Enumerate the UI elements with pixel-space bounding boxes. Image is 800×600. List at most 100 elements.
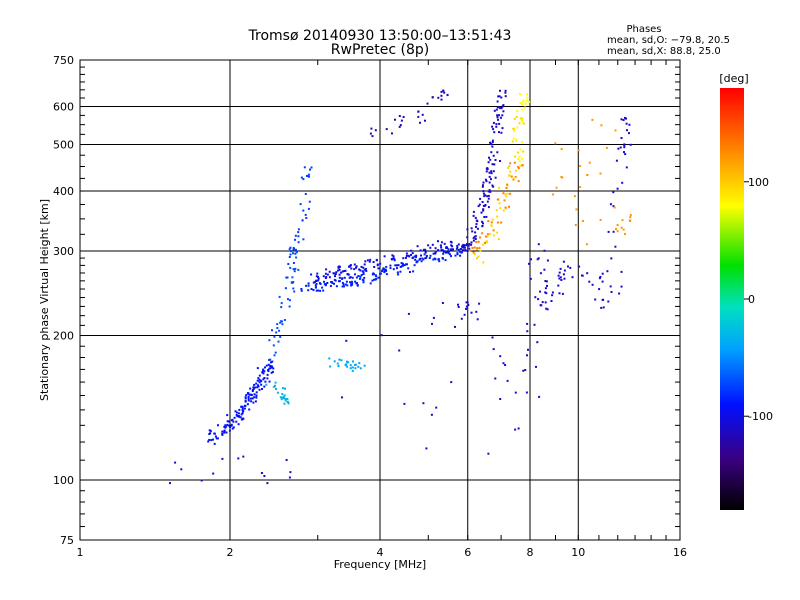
data-point xyxy=(269,365,272,367)
data-point xyxy=(344,364,347,367)
data-point xyxy=(613,206,616,209)
data-point xyxy=(486,235,489,238)
data-point xyxy=(341,285,344,288)
data-point xyxy=(441,302,444,304)
data-point xyxy=(431,243,434,246)
data-point xyxy=(497,118,499,121)
data-point xyxy=(241,412,244,415)
data-point xyxy=(291,276,294,279)
data-point xyxy=(208,429,211,432)
data-point xyxy=(499,116,502,119)
data-point xyxy=(432,252,435,255)
data-point xyxy=(424,248,427,251)
data-point xyxy=(505,195,508,198)
data-point xyxy=(252,401,255,404)
data-point xyxy=(251,390,254,393)
data-point xyxy=(284,399,287,402)
data-point xyxy=(268,339,271,342)
data-point xyxy=(623,151,625,154)
data-point xyxy=(295,248,297,251)
data-point xyxy=(501,127,504,130)
data-point xyxy=(474,253,476,256)
data-point xyxy=(338,268,341,271)
data-point xyxy=(434,250,437,253)
data-point xyxy=(392,268,395,271)
data-point xyxy=(265,383,268,386)
data-point xyxy=(212,438,214,441)
data-point xyxy=(258,378,261,381)
data-point xyxy=(616,187,619,190)
data-point xyxy=(273,354,276,357)
data-point xyxy=(270,371,273,374)
data-point xyxy=(499,160,501,162)
data-point xyxy=(221,430,224,433)
data-point xyxy=(231,427,234,430)
data-point xyxy=(446,251,449,254)
data-point xyxy=(621,181,624,184)
data-point xyxy=(486,168,489,171)
data-point xyxy=(558,292,561,295)
data-point xyxy=(413,255,416,258)
data-point xyxy=(318,282,321,285)
data-point xyxy=(440,94,443,97)
data-point xyxy=(427,244,430,247)
data-point xyxy=(359,275,362,278)
data-point xyxy=(410,249,413,252)
data-point xyxy=(526,99,529,102)
data-point xyxy=(480,211,483,214)
data-point xyxy=(334,273,337,275)
data-point xyxy=(529,277,532,280)
data-point xyxy=(235,420,238,423)
data-point xyxy=(342,283,345,286)
data-point xyxy=(561,176,564,179)
data-point xyxy=(242,455,245,458)
data-point xyxy=(610,257,613,260)
data-point xyxy=(261,371,264,374)
data-point xyxy=(377,276,380,279)
data-point xyxy=(508,174,510,177)
data-point xyxy=(500,96,503,99)
data-point xyxy=(312,289,315,291)
data-point xyxy=(502,110,505,113)
data-point xyxy=(620,118,623,121)
data-point xyxy=(372,261,375,263)
data-point xyxy=(212,472,215,475)
data-point xyxy=(486,233,489,236)
data-point xyxy=(481,220,484,223)
data-point xyxy=(612,230,615,233)
data-point xyxy=(496,151,499,154)
data-point xyxy=(501,105,504,108)
data-point xyxy=(481,225,484,227)
data-point xyxy=(402,257,405,260)
y-tick-label: 200 xyxy=(53,330,74,343)
data-point xyxy=(445,246,448,249)
data-point xyxy=(258,374,261,377)
data-point xyxy=(491,145,494,148)
data-point xyxy=(524,106,527,109)
data-point xyxy=(353,263,356,266)
data-point xyxy=(586,174,589,177)
data-point xyxy=(478,247,481,250)
data-point xyxy=(496,116,499,119)
data-point xyxy=(417,115,420,118)
data-point xyxy=(484,235,487,238)
data-point xyxy=(233,416,236,419)
data-point xyxy=(470,227,473,230)
data-point xyxy=(474,235,477,238)
data-point xyxy=(286,400,289,403)
data-point xyxy=(450,244,453,247)
data-point xyxy=(439,244,442,247)
data-point xyxy=(421,257,424,260)
data-point xyxy=(336,362,339,365)
data-point xyxy=(477,240,480,243)
data-point xyxy=(534,296,537,299)
data-point xyxy=(341,282,344,284)
data-point xyxy=(276,327,279,329)
data-point xyxy=(581,274,584,277)
colorbar xyxy=(720,88,744,510)
data-point xyxy=(442,249,444,252)
data-point xyxy=(424,119,426,122)
data-point xyxy=(391,254,394,257)
data-point xyxy=(272,367,275,370)
data-point xyxy=(429,246,432,249)
